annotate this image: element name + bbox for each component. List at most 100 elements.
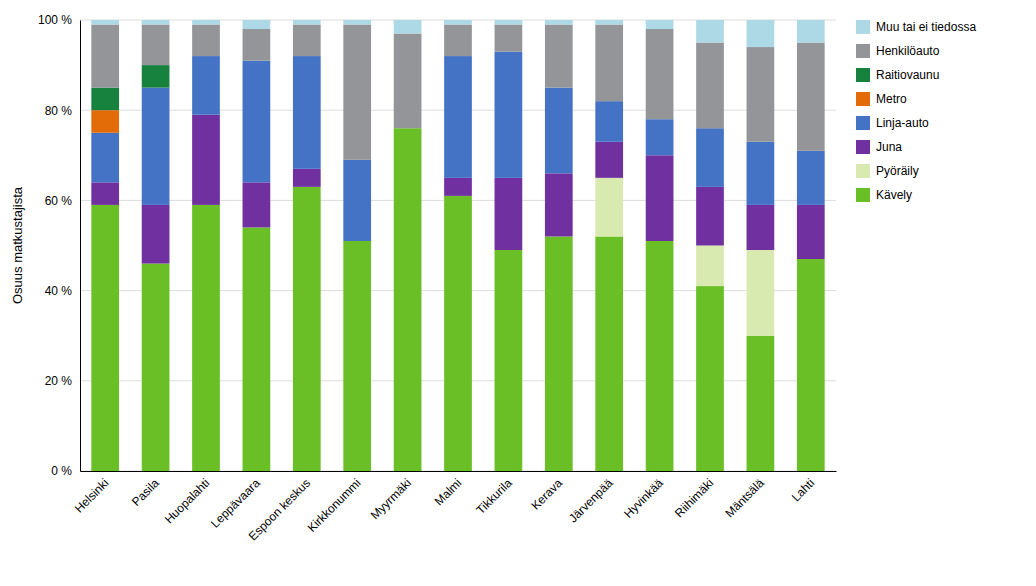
x-tick: Riihimäki bbox=[672, 476, 716, 520]
legend-item: Kävely bbox=[856, 188, 912, 202]
bar-segment bbox=[747, 47, 775, 142]
bar-segment bbox=[444, 25, 472, 57]
y-tick: 60 % bbox=[45, 194, 80, 208]
x-tick: Tikkurila bbox=[474, 476, 515, 517]
bar-segment bbox=[243, 29, 271, 61]
bar-segment bbox=[394, 34, 422, 129]
x-tick: Pasila bbox=[129, 476, 162, 509]
y-tick: 0 % bbox=[51, 464, 80, 478]
bar-segment bbox=[595, 25, 623, 102]
bar-segment bbox=[545, 88, 573, 174]
y-tick-label: 20 % bbox=[45, 374, 73, 388]
x-tick-label: Myyrmäki bbox=[368, 476, 414, 522]
x-tick-label: Järvenpää bbox=[566, 476, 616, 526]
bar-segment bbox=[394, 128, 422, 471]
legend-swatch bbox=[856, 188, 870, 202]
legend-label: Metro bbox=[876, 92, 907, 106]
bar-segment bbox=[495, 178, 523, 250]
bar-segment bbox=[545, 20, 573, 25]
x-tick: Järvenpää bbox=[566, 476, 616, 526]
y-axis-title: Osuus matkustajista bbox=[10, 186, 25, 304]
legend-label: Linja-auto bbox=[876, 116, 929, 130]
bar-segment bbox=[595, 101, 623, 142]
grid bbox=[80, 20, 836, 471]
legend-item: Pyöräily bbox=[856, 164, 919, 178]
bar-segment bbox=[243, 20, 271, 29]
legend-label: Juna bbox=[876, 140, 902, 154]
bar-segment bbox=[797, 205, 825, 259]
bar-segment bbox=[243, 61, 271, 183]
legend-item: Juna bbox=[856, 140, 902, 154]
bar-segment bbox=[797, 20, 825, 43]
x-tick: Hyvinkää bbox=[621, 476, 666, 521]
x-tick: Kirkkonummi bbox=[305, 476, 364, 535]
bar-segment bbox=[343, 20, 371, 25]
legend-swatch bbox=[856, 44, 870, 58]
bar-segment bbox=[696, 128, 724, 187]
x-tick-label: Lahti bbox=[789, 476, 817, 504]
x-tick: Helsinki bbox=[72, 476, 112, 516]
bar-segment bbox=[495, 20, 523, 25]
legend-swatch bbox=[856, 116, 870, 130]
chart: 0 %20 %40 %60 %80 %100 %HelsinkiPasilaHu… bbox=[0, 0, 1036, 586]
bar-segment bbox=[696, 286, 724, 471]
x-tick-label: Malmi bbox=[432, 476, 465, 509]
x-tick: Myyrmäki bbox=[368, 476, 414, 522]
x-tick: Mäntsälä bbox=[722, 476, 767, 521]
x-tick-label: Espoon keskus bbox=[246, 476, 313, 543]
x-tick-label: Riihimäki bbox=[672, 476, 716, 520]
bar-segment bbox=[797, 151, 825, 205]
x-tick: Malmi bbox=[432, 476, 465, 509]
y-tick-label: 80 % bbox=[45, 104, 73, 118]
x-tick-label: Kirkkonummi bbox=[305, 476, 364, 535]
bar-segment bbox=[91, 88, 119, 111]
x-tick-label: Helsinki bbox=[72, 476, 112, 516]
bar-segment bbox=[646, 20, 674, 29]
x-tick-label: Mäntsälä bbox=[722, 476, 767, 521]
bar-segment bbox=[646, 29, 674, 119]
legend: Muu tai ei tiedossaHenkilöautoRaitiovaun… bbox=[856, 20, 976, 202]
x-tick-label: Leppävaara bbox=[208, 476, 263, 531]
bar-segment bbox=[293, 56, 321, 169]
legend-item: Metro bbox=[856, 92, 907, 106]
bar-segment bbox=[293, 25, 321, 57]
bar-segment bbox=[142, 65, 170, 88]
bar-segment bbox=[343, 241, 371, 471]
bar-segment bbox=[293, 187, 321, 471]
bar-segment bbox=[747, 20, 775, 47]
bar-segment bbox=[293, 20, 321, 25]
y-tick-label: 40 % bbox=[45, 284, 73, 298]
bar-segment bbox=[142, 205, 170, 264]
x-tick-label: Huopalahti bbox=[162, 476, 212, 526]
y-tick-label: 0 % bbox=[51, 464, 72, 478]
bars bbox=[91, 20, 824, 471]
bar-segment bbox=[91, 133, 119, 183]
bar-segment bbox=[444, 178, 472, 196]
legend-item: Henkilöauto bbox=[856, 44, 940, 58]
bar-segment bbox=[192, 205, 220, 471]
bar-segment bbox=[142, 264, 170, 471]
bar-segment bbox=[495, 25, 523, 52]
bar-segment bbox=[747, 142, 775, 205]
legend-item: Linja-auto bbox=[856, 116, 929, 130]
bar-segment bbox=[91, 20, 119, 25]
legend-label: Kävely bbox=[876, 188, 912, 202]
x-tick-label: Hyvinkää bbox=[621, 476, 666, 521]
bar-segment bbox=[646, 119, 674, 155]
x-axis: Helsinki PasilaHuopalahtiLeppävaaraEspoon… bbox=[72, 472, 837, 544]
bar-segment bbox=[646, 155, 674, 241]
bar-segment bbox=[797, 259, 825, 471]
series bbox=[91, 20, 824, 47]
bar-segment bbox=[545, 236, 573, 471]
bar-segment bbox=[495, 52, 523, 178]
bar-segment bbox=[595, 178, 623, 237]
legend-swatch bbox=[856, 164, 870, 178]
bar-segment bbox=[343, 160, 371, 241]
bar-segment bbox=[91, 110, 119, 133]
bar-segment bbox=[747, 336, 775, 471]
legend-item: Raitiovaunu bbox=[856, 68, 939, 82]
legend-swatch bbox=[856, 92, 870, 106]
bar-segment bbox=[243, 182, 271, 227]
bar-segment bbox=[394, 20, 422, 34]
bar-segment bbox=[192, 25, 220, 57]
